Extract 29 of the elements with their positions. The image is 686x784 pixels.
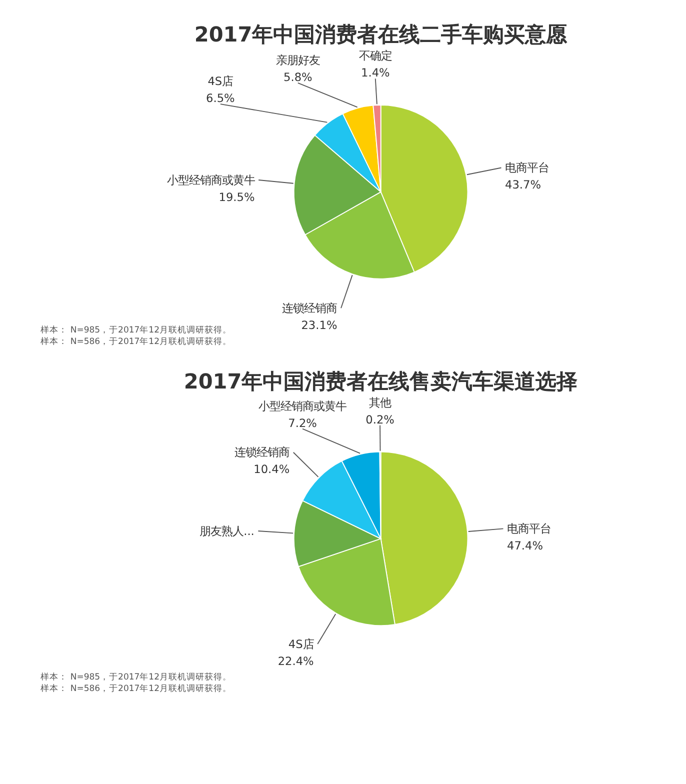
slice-label: 小型经销商或黄牛 xyxy=(258,398,347,413)
slice-label: 电商平台 xyxy=(507,521,552,536)
chart-title: 2017年中国消费者在线售卖汽车渠道选择 xyxy=(184,369,578,394)
data-label: 22.4% xyxy=(278,654,314,668)
slice-label: 小型经销商或黄牛 xyxy=(166,172,255,187)
slice-label: 亲朋好友 xyxy=(276,53,320,68)
text: 样本： N=985，于2017年12月联机调研获得。 xyxy=(40,324,232,336)
slice-label: 朋友熟人... xyxy=(200,524,254,538)
slice-label: 电商平台 xyxy=(505,160,550,175)
data-label: 43.7% xyxy=(505,178,542,192)
text: 样本： N=586，于2017年12月联机调研获得。 xyxy=(40,682,232,694)
slice-label: 连锁经销商 xyxy=(282,300,338,315)
chart-title: 2017年中国消费者在线二手车购买意愿 xyxy=(194,22,568,47)
data-label: 19.5% xyxy=(218,190,255,204)
slice-label: 其他 xyxy=(369,395,392,410)
data-label: 1.4% xyxy=(361,66,390,80)
data-label: 5.8% xyxy=(284,70,313,84)
data-label: 7.2% xyxy=(288,416,318,430)
data-label: 6.5% xyxy=(206,91,236,106)
data-label: 23.1% xyxy=(301,318,338,332)
slice-label: 4S店 xyxy=(288,636,314,651)
data-label: 0.2% xyxy=(366,412,395,426)
slice-label: 4S店 xyxy=(208,74,234,88)
data-label: 10.4% xyxy=(254,462,290,476)
data-label: 47.4% xyxy=(507,538,544,552)
text: 样本： N=985，于2017年12月联机调研获得。 xyxy=(40,671,232,682)
text: 样本： N=586，于2017年12月联机调研获得。 xyxy=(40,336,232,348)
slice-label: 连锁经销商 xyxy=(234,445,290,460)
slice-label: 不确定 xyxy=(358,48,392,63)
